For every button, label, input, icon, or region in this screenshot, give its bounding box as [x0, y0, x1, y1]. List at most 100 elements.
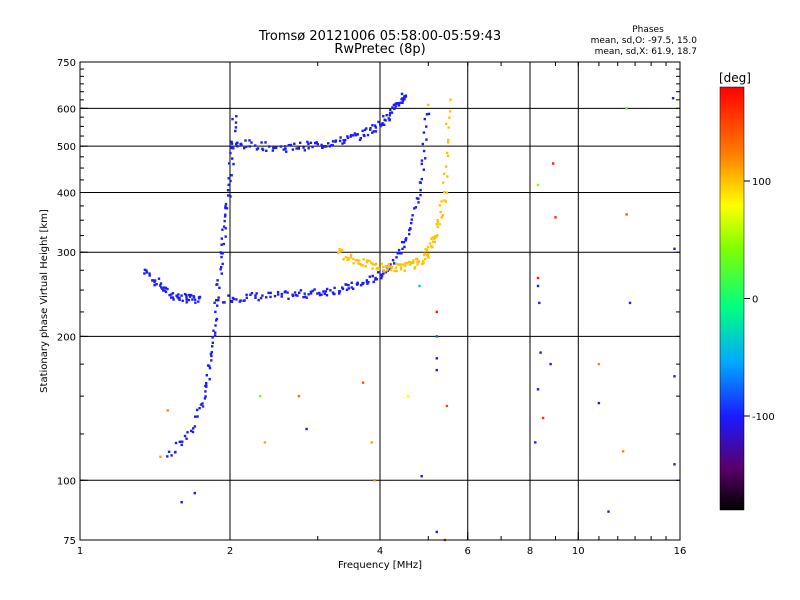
data-point	[334, 139, 338, 142]
data-point	[236, 145, 239, 148]
data-point	[441, 181, 445, 184]
data-point	[284, 290, 287, 293]
y-axis-label: Stationary phase Virtual Height [km]	[39, 209, 50, 393]
data-point	[444, 200, 447, 203]
data-point	[243, 299, 246, 302]
y-tick-label: 75	[63, 536, 76, 547]
data-point	[269, 295, 272, 299]
data-point	[621, 450, 625, 453]
data-point	[432, 240, 435, 243]
data-point	[337, 251, 340, 255]
data-point	[346, 135, 349, 138]
data-point	[371, 274, 374, 278]
data-point	[216, 279, 219, 282]
data-point	[424, 257, 427, 261]
data-point	[255, 148, 259, 151]
data-point	[341, 142, 344, 145]
data-point	[225, 207, 229, 210]
data-point	[174, 441, 178, 445]
data-point	[174, 450, 177, 454]
data-point	[356, 281, 359, 284]
data-point	[273, 146, 276, 150]
data-point	[351, 134, 355, 137]
data-point	[210, 351, 213, 354]
data-point	[214, 310, 217, 314]
data-point	[350, 286, 353, 289]
data-point	[177, 293, 180, 296]
data-point	[412, 259, 415, 262]
data-point	[428, 242, 432, 245]
data-point	[350, 281, 353, 284]
data-point	[625, 107, 628, 110]
data-point	[212, 329, 215, 332]
data-point	[391, 106, 394, 109]
data-point	[355, 283, 359, 286]
data-point	[424, 248, 427, 251]
data-point	[396, 252, 399, 255]
data-point	[346, 136, 350, 140]
data-point	[235, 115, 238, 118]
data-point	[360, 264, 363, 267]
data-point	[183, 292, 187, 296]
data-point	[418, 181, 422, 184]
data-point	[417, 197, 420, 200]
data-point	[426, 248, 429, 252]
data-point	[440, 200, 443, 203]
data-point	[185, 295, 188, 299]
data-point	[436, 220, 440, 223]
data-point	[297, 394, 301, 398]
data-point	[257, 298, 260, 302]
data-point	[399, 266, 403, 269]
data-point	[333, 286, 336, 290]
data-point	[382, 115, 385, 118]
data-point	[448, 110, 452, 113]
data-point	[435, 310, 438, 314]
data-point	[254, 144, 257, 147]
data-point	[153, 284, 156, 287]
data-point	[445, 404, 449, 408]
data-point	[223, 215, 227, 218]
y-tick-label: 100	[57, 476, 76, 487]
data-point	[172, 298, 175, 301]
data-point	[435, 335, 438, 338]
data-point	[352, 257, 355, 261]
data-point	[349, 134, 353, 137]
data-point	[234, 129, 237, 133]
data-point	[386, 265, 389, 269]
data-point	[191, 430, 195, 434]
data-point	[185, 298, 189, 301]
data-point	[341, 286, 344, 289]
y-tick-label: 500	[57, 142, 76, 153]
data-point	[293, 291, 297, 294]
data-point	[433, 237, 436, 240]
data-point	[342, 258, 345, 261]
data-point	[239, 142, 243, 146]
data-point	[388, 265, 391, 269]
data-point	[411, 214, 414, 217]
chart-subtitle: RwPretec (8p)	[334, 42, 425, 57]
data-point	[180, 443, 183, 447]
data-point	[204, 384, 207, 388]
data-point	[413, 207, 416, 210]
data-point	[291, 148, 295, 151]
data-point	[379, 123, 382, 126]
data-point	[597, 401, 601, 405]
data-point	[210, 354, 213, 358]
data-point	[377, 267, 381, 270]
data-point	[216, 283, 219, 286]
data-point	[209, 352, 213, 356]
data-point	[554, 216, 557, 219]
data-point	[183, 434, 187, 438]
data-point	[400, 252, 403, 255]
data-point	[374, 276, 377, 280]
data-point	[536, 183, 540, 187]
data-point	[221, 262, 224, 266]
data-point	[148, 272, 151, 275]
data-point	[190, 429, 193, 433]
x-tick-label: 10	[572, 546, 585, 557]
data-point	[223, 219, 226, 223]
data-point	[224, 206, 227, 210]
data-point	[400, 92, 404, 96]
data-point	[243, 146, 246, 150]
data-point	[607, 510, 610, 513]
